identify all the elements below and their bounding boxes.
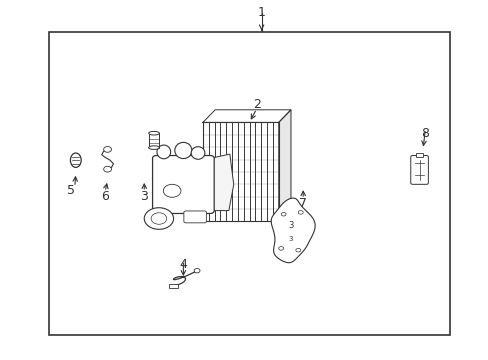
Circle shape [163, 184, 181, 197]
Text: 2: 2 [252, 98, 260, 111]
Circle shape [295, 248, 300, 252]
Bar [203, 122, 278, 221]
Text: 5: 5 [67, 184, 75, 197]
Ellipse shape [148, 131, 159, 135]
Bar [168, 284, 177, 288]
Text: 3: 3 [288, 220, 293, 230]
Polygon shape [210, 154, 233, 211]
Text: 4: 4 [179, 258, 187, 271]
Polygon shape [271, 198, 315, 263]
Text: 8: 8 [421, 127, 428, 140]
Polygon shape [278, 110, 290, 221]
Ellipse shape [70, 153, 81, 167]
Circle shape [278, 247, 283, 250]
Circle shape [103, 147, 111, 152]
Circle shape [144, 208, 173, 229]
Circle shape [103, 166, 111, 172]
Bar [415, 153, 422, 157]
Text: 6: 6 [101, 190, 109, 203]
FancyBboxPatch shape [410, 156, 427, 184]
Text: 1: 1 [257, 6, 265, 19]
Circle shape [151, 213, 166, 224]
Circle shape [298, 211, 303, 214]
Text: 3: 3 [140, 190, 148, 203]
Ellipse shape [148, 146, 159, 149]
Text: 3: 3 [288, 237, 293, 242]
Ellipse shape [175, 143, 191, 158]
Ellipse shape [191, 147, 204, 159]
FancyBboxPatch shape [183, 211, 206, 223]
Bar [49, 32, 449, 335]
Text: 7: 7 [299, 197, 306, 210]
Bar [148, 133, 159, 148]
FancyBboxPatch shape [152, 156, 214, 213]
Circle shape [281, 212, 285, 216]
Circle shape [194, 269, 200, 273]
Ellipse shape [157, 145, 170, 159]
Polygon shape [203, 110, 290, 122]
